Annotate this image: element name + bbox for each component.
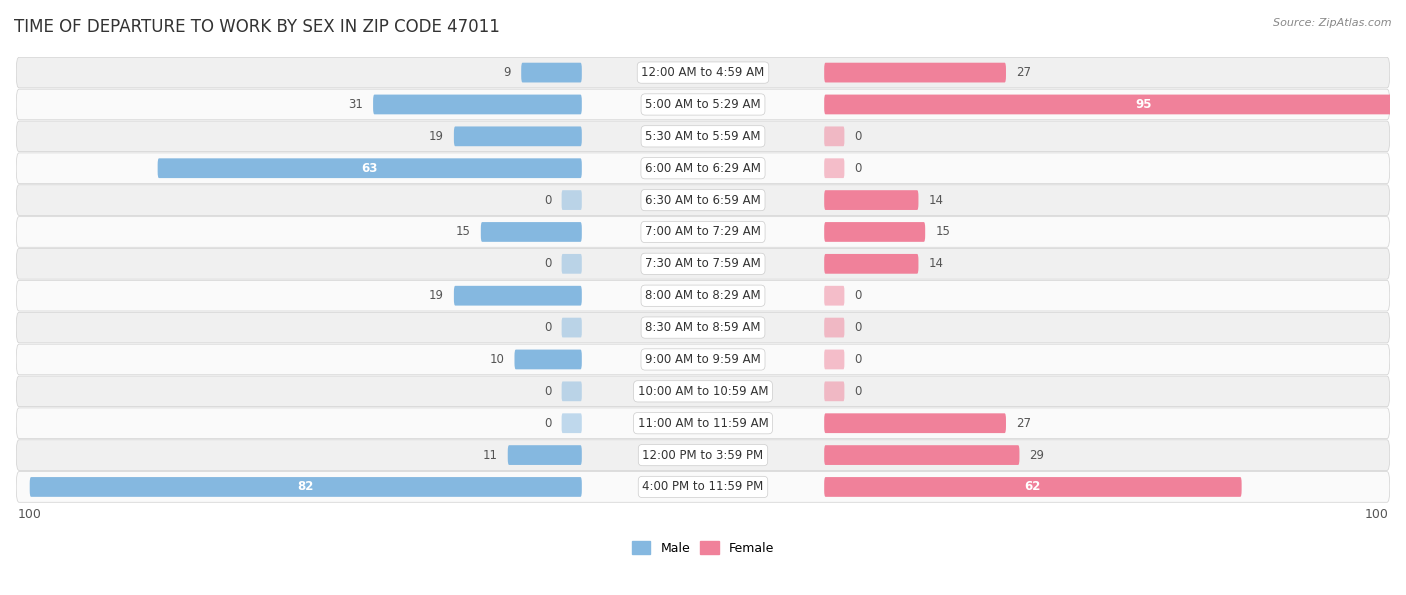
FancyBboxPatch shape	[824, 190, 918, 210]
Text: 0: 0	[855, 321, 862, 334]
Text: 62: 62	[1025, 480, 1040, 493]
Text: 0: 0	[855, 353, 862, 366]
FancyBboxPatch shape	[824, 477, 1241, 497]
Text: 9:00 AM to 9:59 AM: 9:00 AM to 9:59 AM	[645, 353, 761, 366]
Text: 15: 15	[935, 226, 950, 239]
Text: 12:00 PM to 3:59 PM: 12:00 PM to 3:59 PM	[643, 449, 763, 462]
FancyBboxPatch shape	[17, 217, 1389, 248]
FancyBboxPatch shape	[373, 95, 582, 114]
Text: 19: 19	[429, 289, 444, 302]
Text: 10: 10	[489, 353, 505, 366]
Text: 0: 0	[855, 385, 862, 398]
FancyBboxPatch shape	[561, 414, 582, 433]
FancyBboxPatch shape	[824, 286, 845, 306]
Text: 14: 14	[928, 193, 943, 206]
FancyBboxPatch shape	[30, 477, 582, 497]
FancyBboxPatch shape	[824, 95, 1406, 114]
FancyBboxPatch shape	[824, 350, 845, 369]
Text: 10:00 AM to 10:59 AM: 10:00 AM to 10:59 AM	[638, 385, 768, 398]
Text: 8:30 AM to 8:59 AM: 8:30 AM to 8:59 AM	[645, 321, 761, 334]
Text: 4:00 PM to 11:59 PM: 4:00 PM to 11:59 PM	[643, 480, 763, 493]
Text: 0: 0	[544, 193, 551, 206]
FancyBboxPatch shape	[824, 127, 845, 146]
FancyBboxPatch shape	[824, 158, 845, 178]
Text: 12:00 AM to 4:59 AM: 12:00 AM to 4:59 AM	[641, 66, 765, 79]
Text: 11:00 AM to 11:59 AM: 11:00 AM to 11:59 AM	[638, 416, 768, 430]
Text: 15: 15	[456, 226, 471, 239]
FancyBboxPatch shape	[561, 381, 582, 401]
FancyBboxPatch shape	[17, 153, 1389, 183]
FancyBboxPatch shape	[515, 350, 582, 369]
FancyBboxPatch shape	[17, 472, 1389, 502]
Text: Source: ZipAtlas.com: Source: ZipAtlas.com	[1274, 18, 1392, 28]
Text: 9: 9	[503, 66, 512, 79]
Text: 7:00 AM to 7:29 AM: 7:00 AM to 7:29 AM	[645, 226, 761, 239]
Text: TIME OF DEPARTURE TO WORK BY SEX IN ZIP CODE 47011: TIME OF DEPARTURE TO WORK BY SEX IN ZIP …	[14, 18, 501, 36]
Text: 5:00 AM to 5:29 AM: 5:00 AM to 5:29 AM	[645, 98, 761, 111]
Text: 7:30 AM to 7:59 AM: 7:30 AM to 7:59 AM	[645, 257, 761, 270]
FancyBboxPatch shape	[824, 445, 1019, 465]
Text: 0: 0	[544, 321, 551, 334]
Text: 0: 0	[544, 416, 551, 430]
Text: 6:00 AM to 6:29 AM: 6:00 AM to 6:29 AM	[645, 162, 761, 175]
Text: 0: 0	[855, 289, 862, 302]
Text: 0: 0	[855, 130, 862, 143]
Text: 63: 63	[361, 162, 378, 175]
Text: 14: 14	[928, 257, 943, 270]
FancyBboxPatch shape	[17, 121, 1389, 152]
FancyBboxPatch shape	[561, 254, 582, 274]
FancyBboxPatch shape	[454, 127, 582, 146]
Text: 0: 0	[855, 162, 862, 175]
FancyBboxPatch shape	[824, 381, 845, 401]
Text: 95: 95	[1136, 98, 1153, 111]
FancyBboxPatch shape	[17, 312, 1389, 343]
FancyBboxPatch shape	[17, 185, 1389, 215]
FancyBboxPatch shape	[17, 344, 1389, 375]
Text: 27: 27	[1017, 416, 1031, 430]
FancyBboxPatch shape	[824, 62, 1005, 83]
Text: 31: 31	[349, 98, 363, 111]
Text: 0: 0	[544, 385, 551, 398]
FancyBboxPatch shape	[17, 89, 1389, 120]
FancyBboxPatch shape	[561, 190, 582, 210]
FancyBboxPatch shape	[454, 286, 582, 306]
Text: 6:30 AM to 6:59 AM: 6:30 AM to 6:59 AM	[645, 193, 761, 206]
FancyBboxPatch shape	[561, 318, 582, 337]
FancyBboxPatch shape	[824, 254, 918, 274]
Text: 8:00 AM to 8:29 AM: 8:00 AM to 8:29 AM	[645, 289, 761, 302]
FancyBboxPatch shape	[157, 158, 582, 178]
FancyBboxPatch shape	[17, 280, 1389, 311]
Text: 11: 11	[482, 449, 498, 462]
FancyBboxPatch shape	[17, 249, 1389, 279]
Legend: Male, Female: Male, Female	[631, 541, 775, 555]
FancyBboxPatch shape	[824, 222, 925, 242]
FancyBboxPatch shape	[17, 57, 1389, 88]
FancyBboxPatch shape	[17, 408, 1389, 439]
FancyBboxPatch shape	[17, 376, 1389, 406]
Text: 82: 82	[298, 480, 314, 493]
FancyBboxPatch shape	[481, 222, 582, 242]
Text: 0: 0	[544, 257, 551, 270]
Text: 27: 27	[1017, 66, 1031, 79]
FancyBboxPatch shape	[824, 318, 845, 337]
Text: 19: 19	[429, 130, 444, 143]
FancyBboxPatch shape	[824, 414, 1005, 433]
FancyBboxPatch shape	[17, 440, 1389, 471]
FancyBboxPatch shape	[522, 62, 582, 83]
Text: 29: 29	[1029, 449, 1045, 462]
FancyBboxPatch shape	[508, 445, 582, 465]
Text: 5:30 AM to 5:59 AM: 5:30 AM to 5:59 AM	[645, 130, 761, 143]
